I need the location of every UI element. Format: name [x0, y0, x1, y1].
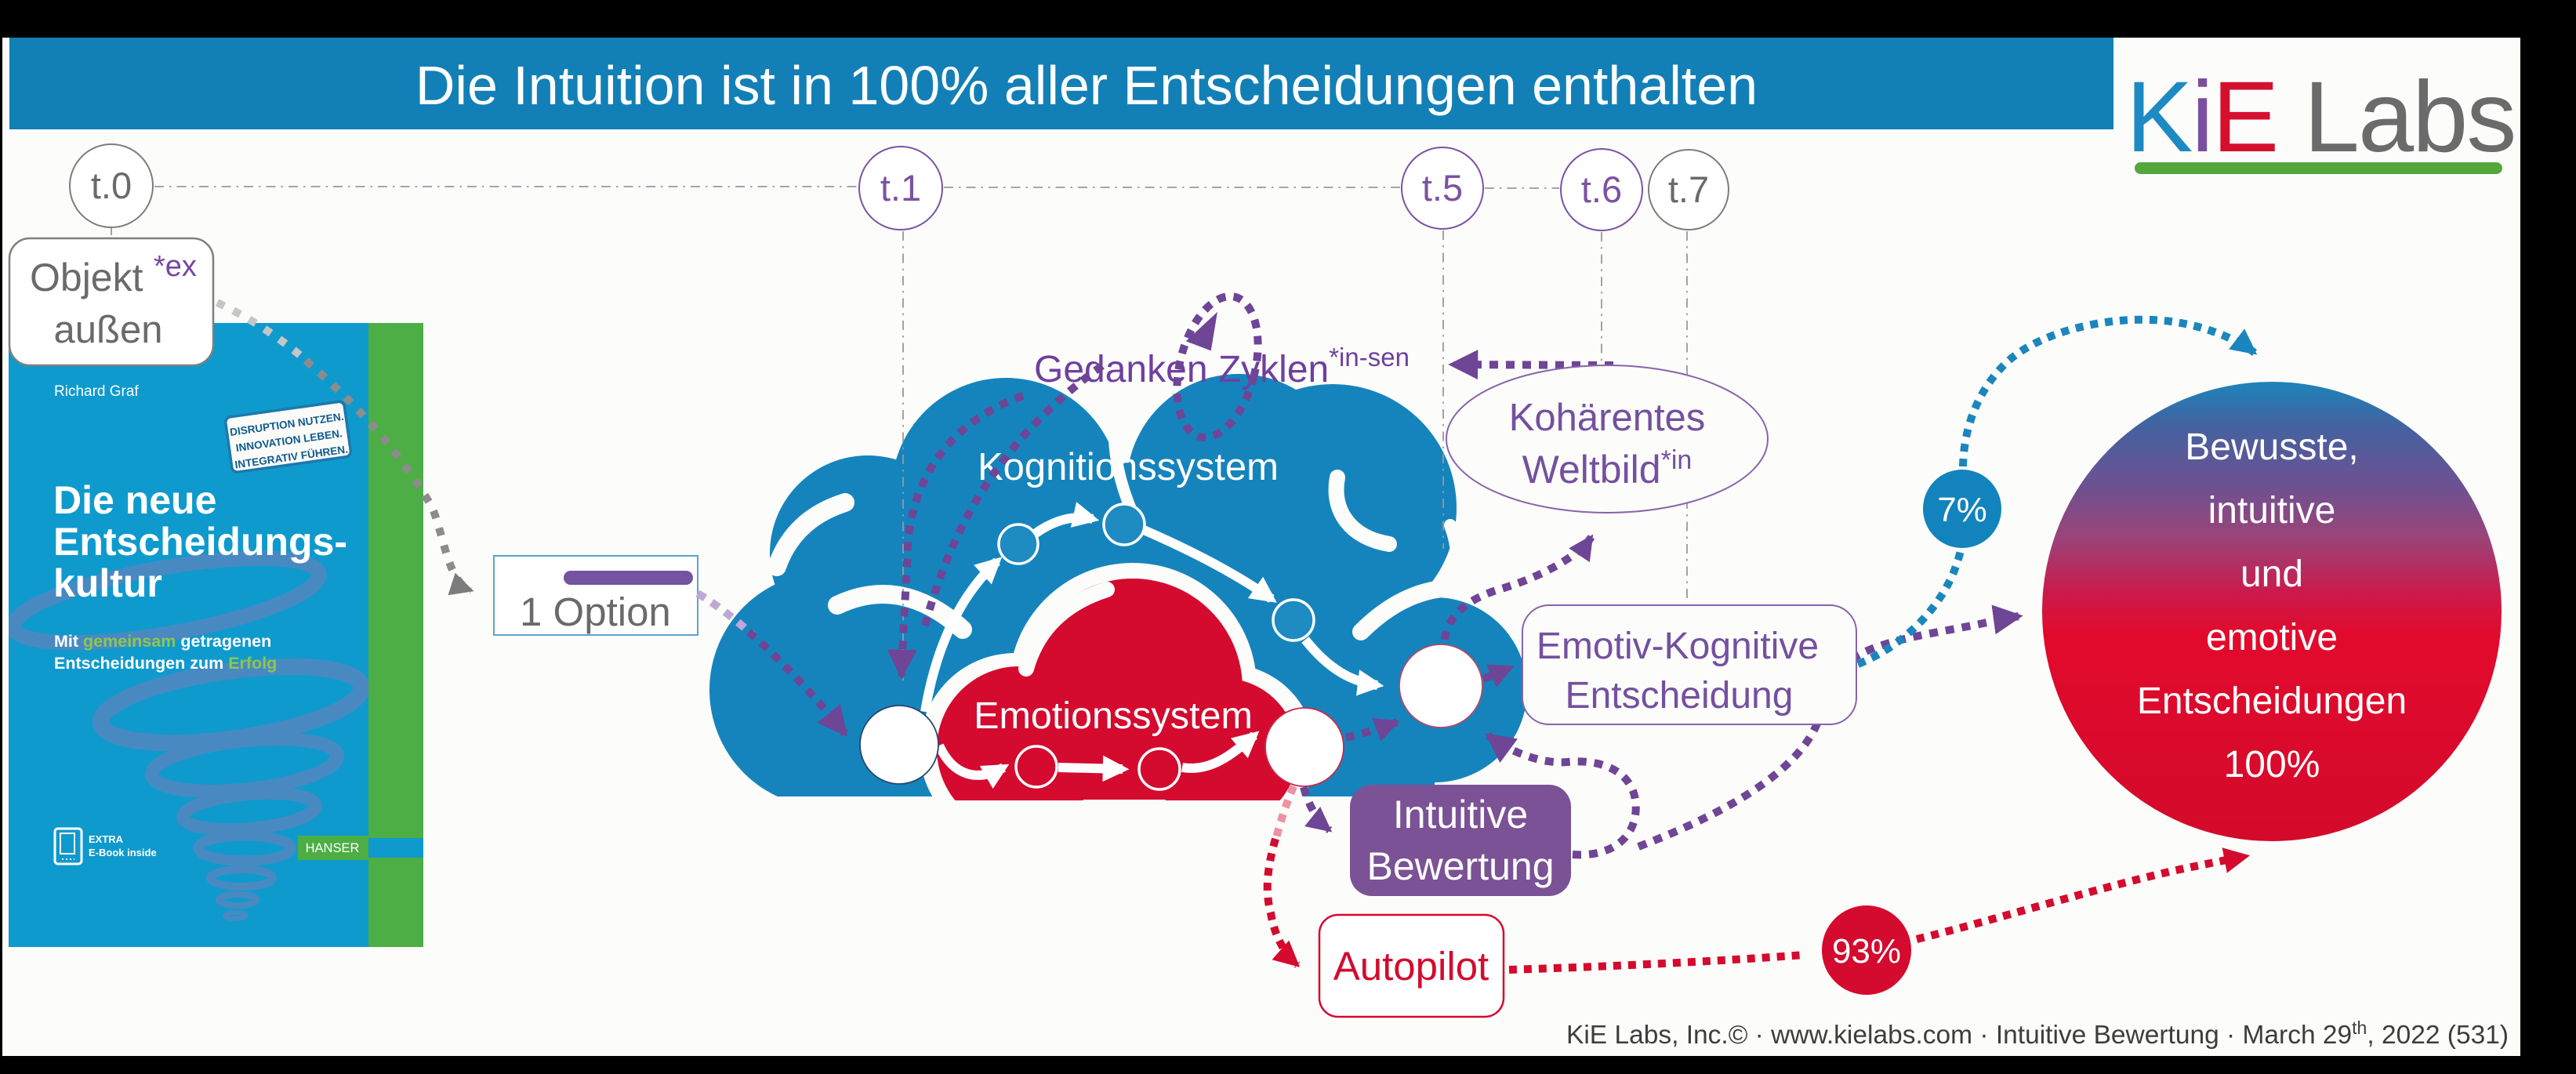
- svg-text:EXTRA: EXTRA: [89, 833, 124, 845]
- svg-text:emotive: emotive: [2206, 617, 2338, 659]
- svg-text:t.7: t.7: [1668, 169, 1709, 210]
- svg-text:E-Book inside: E-Book inside: [89, 847, 157, 858]
- svg-text:Entscheidung: Entscheidung: [1566, 675, 1794, 717]
- svg-text:Mit gemeinsam getragenen: Mit gemeinsam getragenen: [54, 632, 271, 651]
- svg-text:*ex: *ex: [154, 250, 197, 283]
- svg-text:Kognitionssystem: Kognitionssystem: [978, 446, 1279, 488]
- svg-text:Bewertung: Bewertung: [1366, 844, 1554, 888]
- svg-text:Entscheidungs-: Entscheidungs-: [53, 520, 347, 564]
- svg-text:Intuitive: Intuitive: [1393, 793, 1528, 836]
- svg-text:t.5: t.5: [1422, 167, 1463, 209]
- svg-text:1 Option: 1 Option: [520, 590, 671, 634]
- svg-text:Die neue: Die neue: [53, 478, 216, 522]
- svg-text:außen: außen: [54, 309, 163, 351]
- svg-text:t.6: t.6: [1581, 169, 1622, 210]
- svg-text:Objekt: Objekt: [30, 256, 143, 299]
- svg-text:KiE Labs, Inc.© · www.kielabs: KiE Labs, Inc.© · www.kielabs.com · Intu…: [1566, 1018, 2509, 1050]
- svg-text:Emotiv-Kognitive: Emotiv-Kognitive: [1537, 626, 1819, 667]
- svg-text:Bewusste,: Bewusste,: [2185, 426, 2358, 468]
- svg-text:Kohärentes: Kohärentes: [1509, 397, 1706, 439]
- svg-text:t.0: t.0: [91, 165, 132, 206]
- svg-text:93%: 93%: [1832, 932, 1901, 971]
- svg-text:Die Intuition ist in 100% alle: Die Intuition ist in 100% aller Entschei…: [415, 55, 1758, 116]
- svg-text:Emotionssystem: Emotionssystem: [974, 695, 1253, 737]
- svg-text:intuitive: intuitive: [2208, 490, 2336, 532]
- svg-text:Entscheidungen: Entscheidungen: [2137, 680, 2407, 722]
- svg-text:Richard Graf: Richard Graf: [54, 383, 139, 400]
- svg-text:7%: 7%: [1937, 491, 1987, 529]
- svg-text:und: und: [2240, 553, 2303, 595]
- svg-text:KiE Labs: KiE Labs: [2126, 61, 2515, 173]
- svg-text:100%: 100%: [2224, 744, 2320, 786]
- svg-text:kultur: kultur: [53, 561, 162, 605]
- svg-text:Entscheidungen zum Erfolg: Entscheidungen zum Erfolg: [54, 654, 277, 673]
- svg-text:t.1: t.1: [880, 167, 921, 209]
- svg-text:HANSER: HANSER: [306, 841, 360, 855]
- svg-text:Autopilot: Autopilot: [1333, 944, 1489, 989]
